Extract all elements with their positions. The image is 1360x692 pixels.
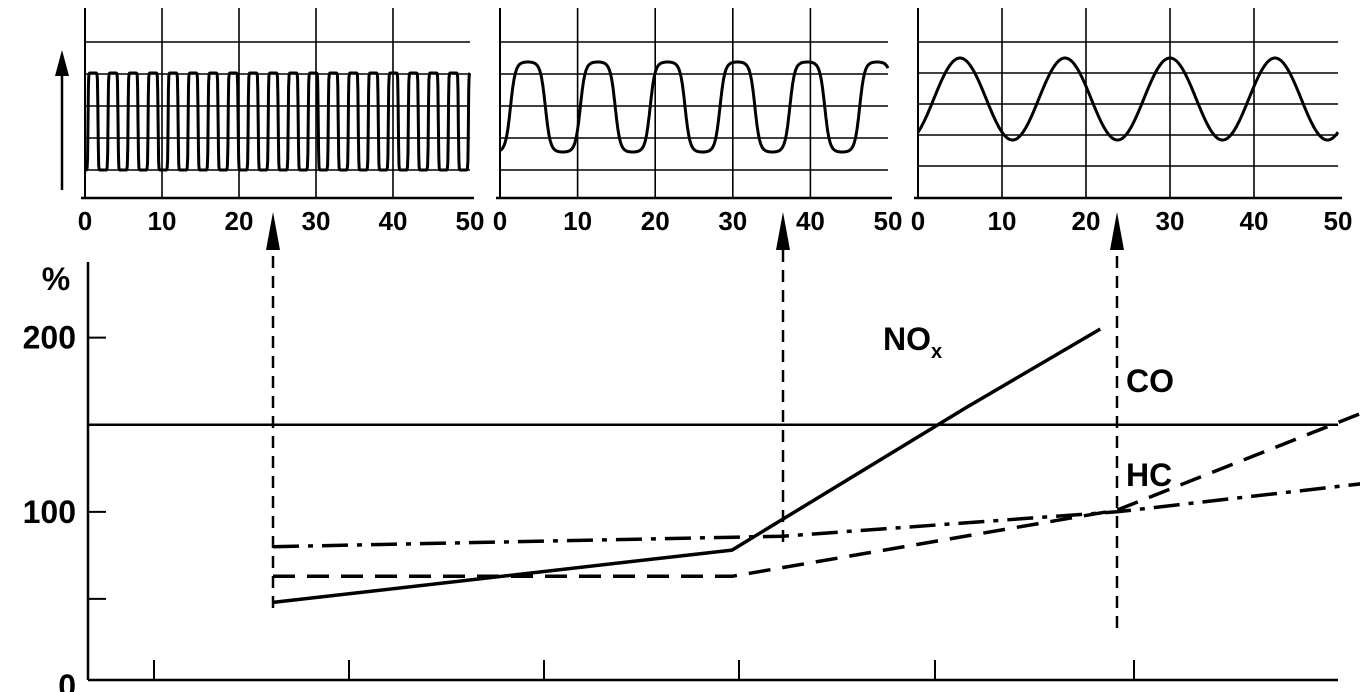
series-hc [272, 482, 1360, 549]
waveform-panel-1: 0 10 20 30 40 50 [78, 8, 485, 236]
series-label-no: NOx [883, 321, 942, 363]
panel-x-tick-label: 0 [493, 206, 507, 236]
series-label-subscript: x [931, 341, 942, 363]
connector-arrow-3 [1110, 212, 1124, 628]
connector-arrow-head [776, 212, 790, 250]
panel-x-tick-label: 40 [1240, 206, 1269, 236]
panel-x-tick-label: 30 [718, 206, 747, 236]
amplitude-arrow-head [55, 50, 69, 76]
panel-x-tick-label: 20 [1072, 206, 1101, 236]
amplitude-arrow [55, 50, 69, 190]
series-label-co: CO [1126, 363, 1174, 399]
connector-arrow-1 [266, 212, 280, 608]
panel-x-tick-label: 50 [874, 206, 903, 236]
main-y-tick-label: 0 [58, 668, 76, 692]
series-line-hc [272, 482, 1360, 549]
series-no [272, 327, 1102, 605]
series-co [273, 411, 1360, 579]
panel-x-tick-label: 50 [1324, 206, 1353, 236]
panel-x-tick-label: 0 [78, 206, 92, 236]
panel-x-tick-label: 40 [796, 206, 825, 236]
waveform-line [83, 71, 472, 172]
main-y-tick-label: 100 [23, 494, 76, 530]
waveform-panel-2: 0 10 20 30 40 50 [493, 8, 903, 236]
panel-x-tick-label: 10 [563, 206, 592, 236]
waveform-line [498, 60, 890, 154]
panel-x-tick-label: 40 [379, 206, 408, 236]
panel-x-tick-label: 20 [225, 206, 254, 236]
main-y-axis-label: % [42, 261, 70, 297]
panel-x-tick-label: 20 [641, 206, 670, 236]
series-label-hc: HC [1126, 457, 1172, 493]
waveform-line [916, 56, 1340, 142]
panel-x-tick-label: 0 [911, 206, 925, 236]
panel-x-tick-label: 30 [1156, 206, 1185, 236]
series-line-co [273, 411, 1360, 579]
connector-arrow-head [1110, 212, 1124, 250]
panel-x-tick-label: 10 [148, 206, 177, 236]
panel-x-tick-label: 30 [302, 206, 331, 236]
waveform-panel-3: 0 10 20 30 40 50 [911, 8, 1353, 236]
connector-arrow-head [266, 212, 280, 250]
connector-arrow-2 [776, 212, 790, 542]
main-y-tick-label: 200 [23, 320, 76, 356]
panel-x-tick-label: 50 [456, 206, 485, 236]
series-line-no [272, 327, 1102, 605]
panel-x-tick-label: 10 [988, 206, 1017, 236]
